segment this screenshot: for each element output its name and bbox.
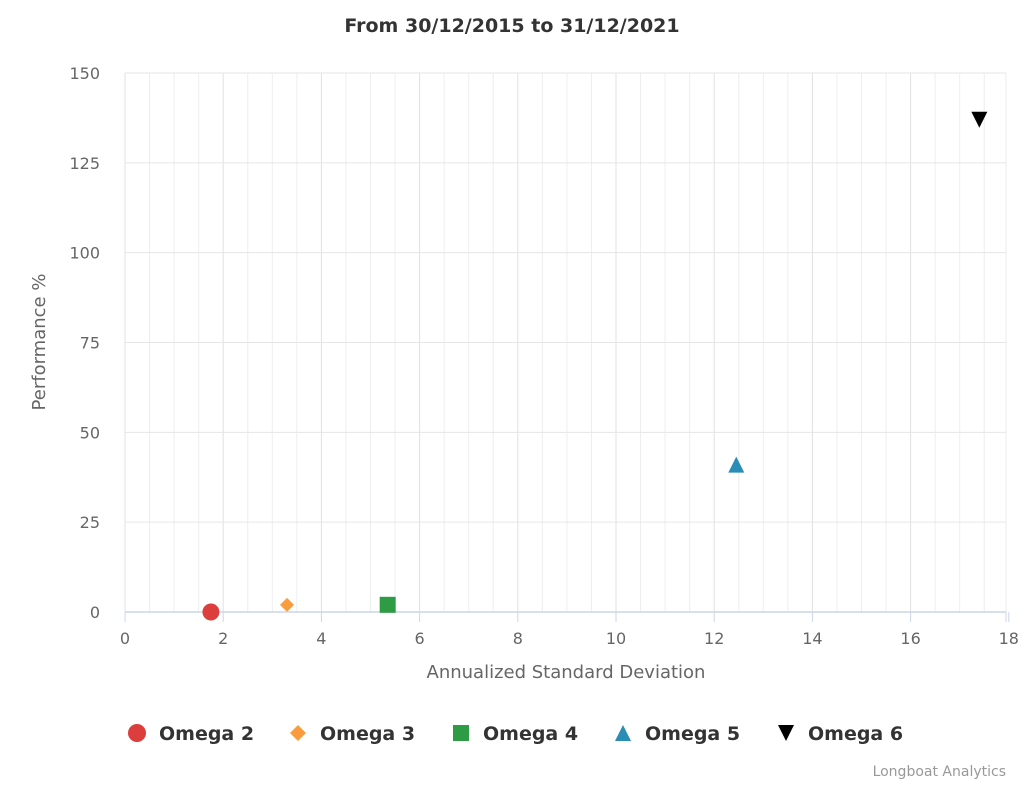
y-tick-label: 125 — [69, 154, 100, 173]
y-tick-label: 150 — [69, 64, 100, 83]
x-tick-label: 16 — [900, 629, 920, 648]
y-tick-label: 100 — [69, 244, 100, 263]
legend: Omega 2 Omega 3 Omega 4 Omega 5 Omega 6 — [128, 723, 903, 745]
y-tick-label: 75 — [80, 334, 100, 353]
legend-item-omega-4[interactable]: Omega 4 — [453, 723, 578, 745]
omega-4-point[interactable] — [379, 596, 396, 613]
x-tick-label: 18 — [999, 629, 1019, 648]
y-tick-label: 25 — [80, 513, 100, 532]
x-tick-label: 12 — [704, 629, 724, 648]
omega-2-point[interactable] — [202, 603, 220, 621]
x-tick-label: 14 — [802, 629, 822, 648]
x-tick-label: 6 — [415, 629, 425, 648]
legend-marker-omega-6 — [778, 725, 794, 741]
x-axis-title: Annualized Standard Deviation — [427, 662, 706, 683]
data-points — [202, 111, 988, 621]
x-tick-label: 8 — [513, 629, 523, 648]
x-tick-label: 4 — [316, 629, 326, 648]
legend-marker-omega-2 — [128, 724, 146, 742]
y-tick-label: 0 — [90, 603, 100, 622]
omega-6-point[interactable] — [971, 111, 988, 128]
legend-label-omega-4: Omega 4 — [483, 723, 578, 745]
legend-marker-omega-5 — [615, 725, 631, 741]
legend-label-omega-6: Omega 6 — [808, 723, 903, 745]
omega-3-point[interactable] — [280, 597, 295, 612]
legend-item-omega-5[interactable]: Omega 5 — [615, 723, 740, 745]
legend-label-omega-5: Omega 5 — [645, 723, 740, 745]
grid — [124, 72, 1007, 612]
credits-text[interactable]: Longboat Analytics — [873, 764, 1006, 780]
omega-5-point[interactable] — [728, 456, 745, 473]
legend-item-omega-6[interactable]: Omega 6 — [778, 723, 903, 745]
y-tick-label: 50 — [80, 423, 100, 442]
legend-item-omega-3[interactable]: Omega 3 — [290, 723, 415, 745]
legend-marker-omega-3 — [290, 725, 306, 741]
legend-marker-omega-4 — [453, 725, 469, 741]
x-tick-label: 10 — [606, 629, 626, 648]
chart-title: From 30/12/2015 to 31/12/2021 — [344, 15, 679, 37]
x-tick-label: 2 — [218, 629, 228, 648]
legend-item-omega-2[interactable]: Omega 2 — [128, 723, 254, 745]
x-tick-label: 0 — [120, 629, 130, 648]
legend-label-omega-2: Omega 2 — [159, 723, 254, 745]
axes: 0 25 50 75 100 125 150 0 2 4 6 8 10 12 14 16 18 — [69, 64, 1019, 648]
legend-label-omega-3: Omega 3 — [320, 723, 415, 745]
y-axis-title: Performance % — [29, 274, 50, 411]
